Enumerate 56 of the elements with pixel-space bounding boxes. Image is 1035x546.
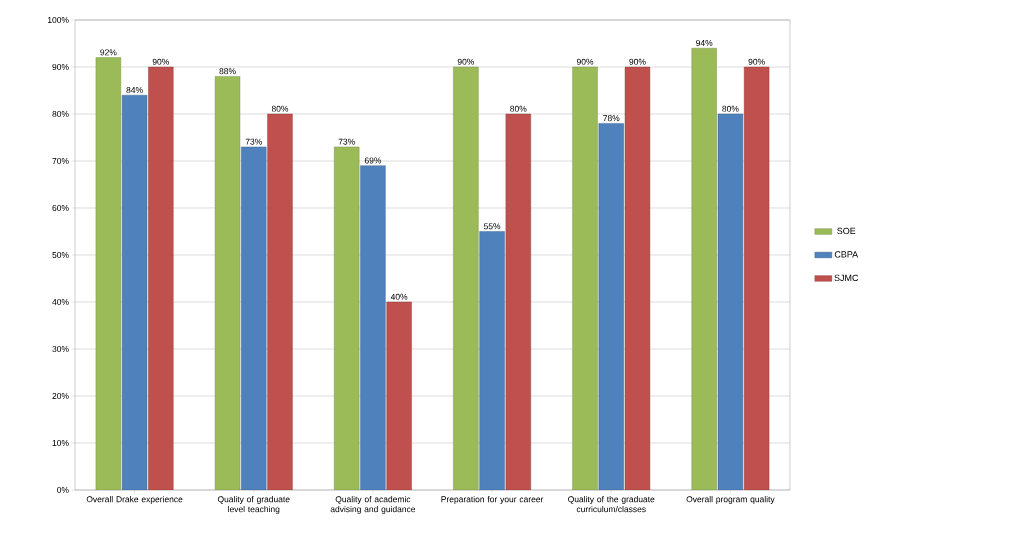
data-label: 78% [603, 115, 620, 122]
y-tick-label: 80% [52, 111, 69, 117]
y-tick-label: 70% [52, 158, 69, 164]
data-label: 90% [576, 58, 594, 65]
bar [743, 66, 770, 490]
data-label: 73% [245, 138, 262, 145]
legend-label: SOE [837, 227, 856, 235]
data-label: 90% [152, 58, 169, 65]
bar [479, 231, 505, 490]
y-tick-label: 90% [52, 64, 69, 70]
bar [148, 66, 174, 490]
x-tick-label: Quality of the graduate curriculum/classes [568, 496, 655, 513]
bar [624, 66, 651, 490]
bar [241, 146, 267, 490]
bar [572, 66, 598, 490]
x-tick-label: Quality of academic advising and guidance [330, 496, 416, 514]
y-tick-label: 20% [52, 393, 69, 399]
data-label: 94% [696, 40, 713, 46]
bar [691, 48, 717, 490]
data-label: 80% [271, 105, 289, 112]
y-tick-label: 0% [57, 487, 69, 493]
bar [95, 57, 122, 490]
y-tick-label: 30% [52, 346, 69, 352]
data-label: 92% [100, 49, 117, 56]
y-tick-label: 60% [52, 205, 69, 211]
data-label: 90% [748, 58, 765, 65]
data-label: 55% [483, 223, 501, 230]
bar [214, 76, 241, 490]
x-tick-label: Overall Drake experience [86, 496, 183, 504]
y-tick-label: 100% [47, 17, 69, 23]
bar [453, 66, 479, 490]
bar [121, 95, 148, 490]
data-label: 73% [338, 138, 355, 145]
bar [267, 113, 293, 490]
bar [598, 123, 624, 490]
data-label: 88% [219, 68, 236, 75]
data-label: 40% [390, 293, 408, 300]
y-tick-label: 50% [52, 252, 69, 258]
bar [386, 301, 412, 490]
bar [334, 146, 360, 490]
data-label: 69% [364, 157, 382, 164]
data-label: 80% [510, 105, 527, 112]
legend-label: SJMC [834, 274, 859, 282]
y-tick-label: 10% [52, 440, 69, 446]
data-label: 84% [126, 87, 143, 93]
x-tick-label: Quality of graduate level teaching [217, 496, 290, 514]
bar [360, 165, 386, 490]
data-label: 90% [629, 58, 646, 65]
bar [505, 113, 531, 490]
data-label: 80% [722, 105, 739, 112]
y-tick-label: 40% [52, 299, 69, 305]
bar [717, 113, 744, 490]
data-label: 90% [457, 58, 475, 65]
x-tick-label: Preparation for your career [441, 496, 544, 504]
x-tick-label: Overall program quality [686, 496, 775, 504]
legend-label: CBPA [834, 251, 859, 258]
